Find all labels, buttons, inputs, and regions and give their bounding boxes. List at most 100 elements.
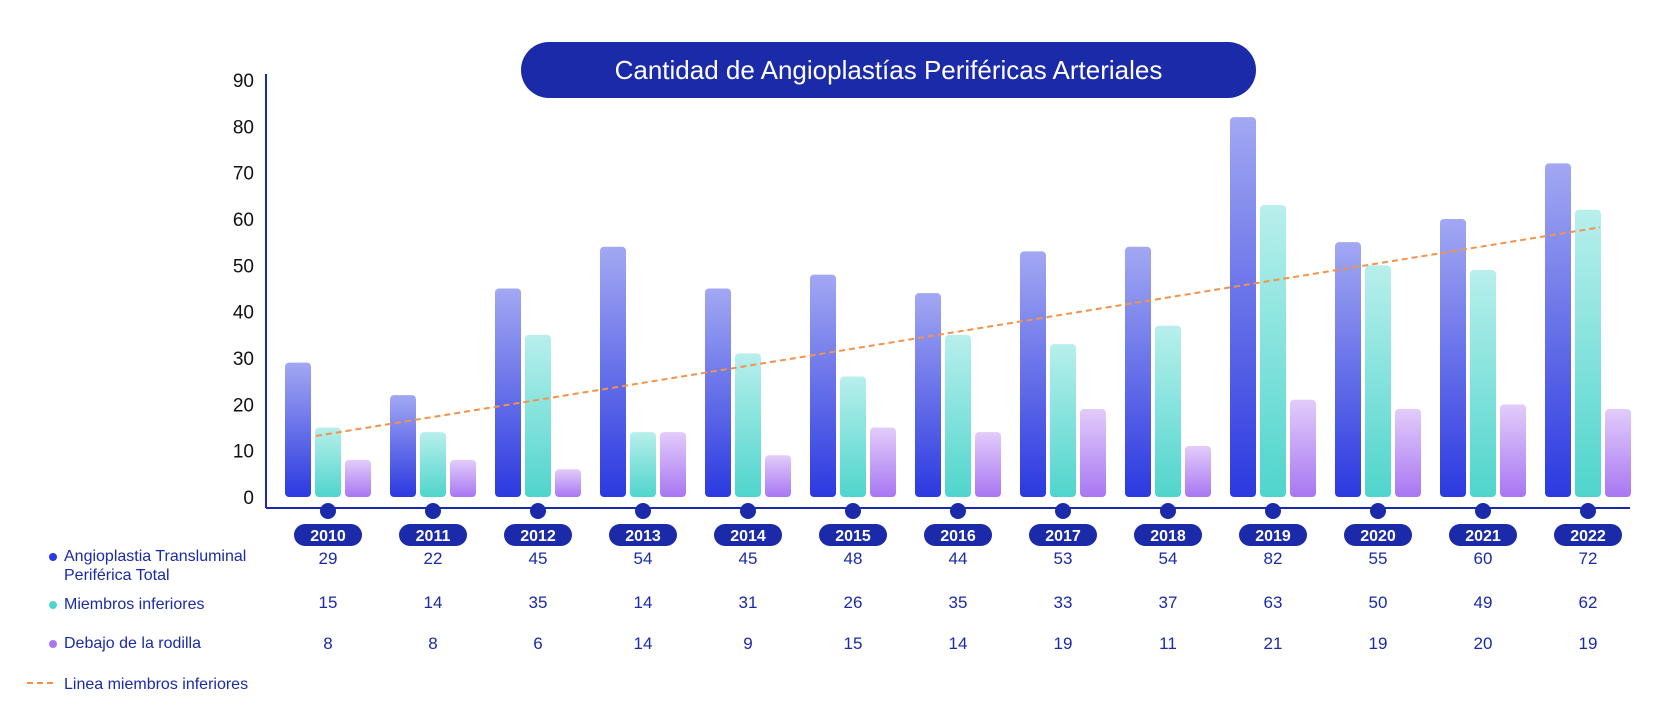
year-pill [924, 524, 992, 546]
x-tick-label: 2022 [1570, 528, 1606, 545]
year-pill [714, 524, 782, 546]
year-pill [399, 524, 467, 546]
x-axis-dot [1265, 503, 1281, 519]
data-label-1: 22 [424, 549, 443, 568]
bar-3-2014 [765, 455, 791, 497]
data-label-1: 55 [1369, 549, 1388, 568]
bar-2-2014 [735, 353, 761, 497]
bar-1-2014 [705, 288, 731, 497]
bar-1-2013 [600, 246, 626, 497]
bar-2-2015 [840, 376, 866, 497]
year-pill [504, 524, 572, 546]
x-axis-dot [1580, 503, 1596, 519]
year-pill [1029, 524, 1097, 546]
x-tick-label: 2010 [310, 528, 346, 545]
legend-marker-1 [49, 553, 57, 561]
data-label-3: 19 [1054, 634, 1073, 653]
data-label-3: 15 [844, 634, 863, 653]
bar-1-2018 [1125, 246, 1151, 497]
axes: 0 10 20 30 40 50 60 70 80 90 [233, 71, 1630, 509]
x-axis-dot [1055, 503, 1071, 519]
x-axis-dot [950, 503, 966, 519]
bar-1-2011 [390, 395, 416, 497]
data-label-2: 37 [1159, 593, 1178, 612]
bar-1-2022 [1545, 163, 1571, 497]
bar-2-2011 [420, 432, 446, 497]
bar-1-2017 [1020, 251, 1046, 497]
x-axis-dot [320, 503, 336, 519]
data-label-2: 50 [1369, 593, 1388, 612]
data-label-1: 29 [319, 549, 338, 568]
legend-label-1: Angioplastia Transluminal Periférica Tota… [64, 548, 246, 584]
data-label-3: 14 [949, 634, 968, 653]
data-label-3: 14 [634, 634, 653, 653]
data-label-2: 31 [739, 593, 758, 612]
bar-3-2021 [1500, 404, 1526, 497]
year-pill [1554, 524, 1622, 546]
data-label-2: 14 [634, 593, 653, 612]
data-label-3: 20 [1474, 634, 1493, 653]
bar-2-2013 [630, 432, 656, 497]
bar-2-2019 [1260, 205, 1286, 497]
data-label-3: 19 [1369, 634, 1388, 653]
legend-label-trend: Linea miembros inferiores [64, 676, 248, 693]
x-tick-label: 2021 [1465, 528, 1501, 545]
data-label-2: 14 [424, 593, 443, 612]
bar-3-2016 [975, 432, 1001, 497]
year-pill [294, 524, 362, 546]
data-label-3: 8 [428, 634, 437, 653]
y-tick-label: 70 [233, 164, 254, 185]
data-label-3: 6 [533, 634, 542, 653]
y-tick-label: 10 [233, 442, 254, 463]
data-label-3: 21 [1264, 634, 1283, 653]
data-label-1: 54 [1159, 549, 1178, 568]
y-tick-label: 60 [233, 210, 254, 231]
data-label-2: 62 [1579, 593, 1598, 612]
data-label-3: 11 [1159, 634, 1177, 653]
legend-marker-3 [49, 640, 57, 648]
data-label-2: 35 [949, 593, 968, 612]
x-axis-dot [530, 503, 546, 519]
y-tick-label: 0 [243, 488, 254, 509]
bar-3-2018 [1185, 446, 1211, 497]
data-label-1: 45 [529, 549, 548, 568]
x-tick-label: 2017 [1045, 528, 1081, 545]
chart-title-pill [521, 42, 1256, 98]
bar-2-2017 [1050, 344, 1076, 497]
y-tick-label: 30 [233, 349, 254, 370]
data-label-2: 63 [1264, 593, 1283, 612]
legend-marker-2 [49, 601, 57, 609]
data-label-2: 49 [1474, 593, 1493, 612]
y-tick-label: 90 [233, 71, 254, 92]
bar-3-2013 [660, 432, 686, 497]
legend-label-3: Debajo de la rodilla [64, 635, 201, 652]
x-tick-label: 2011 [416, 528, 451, 545]
bar-2-2012 [525, 334, 551, 497]
bar-1-2019 [1230, 117, 1256, 498]
x-tick-label: 2013 [625, 528, 661, 545]
x-axis-dot [1370, 503, 1386, 519]
data-label-2: 35 [529, 593, 548, 612]
data-label-1: 53 [1054, 549, 1073, 568]
data-label-3: 19 [1579, 634, 1598, 653]
year-pill [609, 524, 677, 546]
x-tick-label: 2020 [1360, 528, 1396, 545]
bar-3-2010 [345, 459, 371, 497]
bar-3-2017 [1080, 408, 1106, 497]
bar-1-2012 [495, 288, 521, 497]
chart-title: Cantidad de Angioplastías Periféricas Ar… [615, 55, 1163, 85]
bar-2-2022 [1575, 209, 1601, 497]
data-label-3: 8 [323, 634, 332, 653]
year-pill [1344, 524, 1412, 546]
x-axis-labels: 2010 2011 2012 2013 2014 2015 2016 2017 2018 2019… [294, 503, 1622, 546]
bar-2-2010 [315, 427, 341, 497]
data-label-1: 45 [739, 549, 758, 568]
bar-2-2021 [1470, 269, 1496, 497]
y-tick-label: 20 [233, 395, 254, 416]
data-label-1: 72 [1579, 549, 1598, 568]
data-label-2: 26 [844, 593, 863, 612]
x-axis-dot [845, 503, 861, 519]
bar-2-2018 [1155, 325, 1181, 497]
trend-line [315, 226, 1601, 437]
x-tick-label: 2019 [1255, 528, 1291, 545]
